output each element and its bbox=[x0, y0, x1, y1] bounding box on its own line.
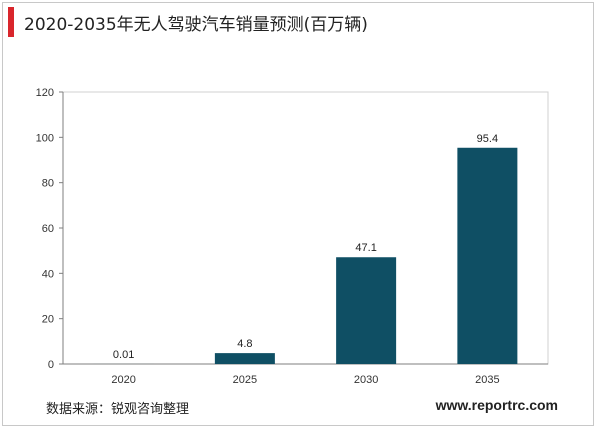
chart-title: 2020-2035年无人驾驶汽车销量预测(百万辆) bbox=[24, 15, 368, 35]
data-label: 4.8 bbox=[237, 338, 252, 350]
x-tick-label: 2020 bbox=[111, 374, 135, 386]
data-label: 0.01 bbox=[113, 349, 134, 361]
website-link[interactable]: www.reportrc.com bbox=[435, 397, 558, 413]
y-tick-label: 20 bbox=[42, 314, 54, 326]
y-tick-label: 80 bbox=[42, 178, 54, 190]
x-tick-label: 2025 bbox=[233, 374, 257, 386]
bar bbox=[336, 257, 397, 364]
data-label: 47.1 bbox=[355, 242, 376, 254]
bar bbox=[214, 353, 275, 364]
data-label: 95.4 bbox=[477, 133, 498, 145]
y-tick-label: 120 bbox=[36, 87, 54, 99]
x-tick-label: 2030 bbox=[354, 374, 378, 386]
x-tick-label: 2035 bbox=[475, 374, 499, 386]
y-tick-label: 0 bbox=[48, 359, 54, 371]
y-tick-label: 40 bbox=[42, 268, 54, 280]
data-source: 数据来源：锐观咨询整理 bbox=[46, 402, 190, 417]
y-tick-label: 100 bbox=[36, 132, 54, 144]
title-accent-bar bbox=[8, 7, 14, 37]
y-tick-label: 60 bbox=[42, 223, 54, 235]
bar bbox=[457, 147, 518, 364]
